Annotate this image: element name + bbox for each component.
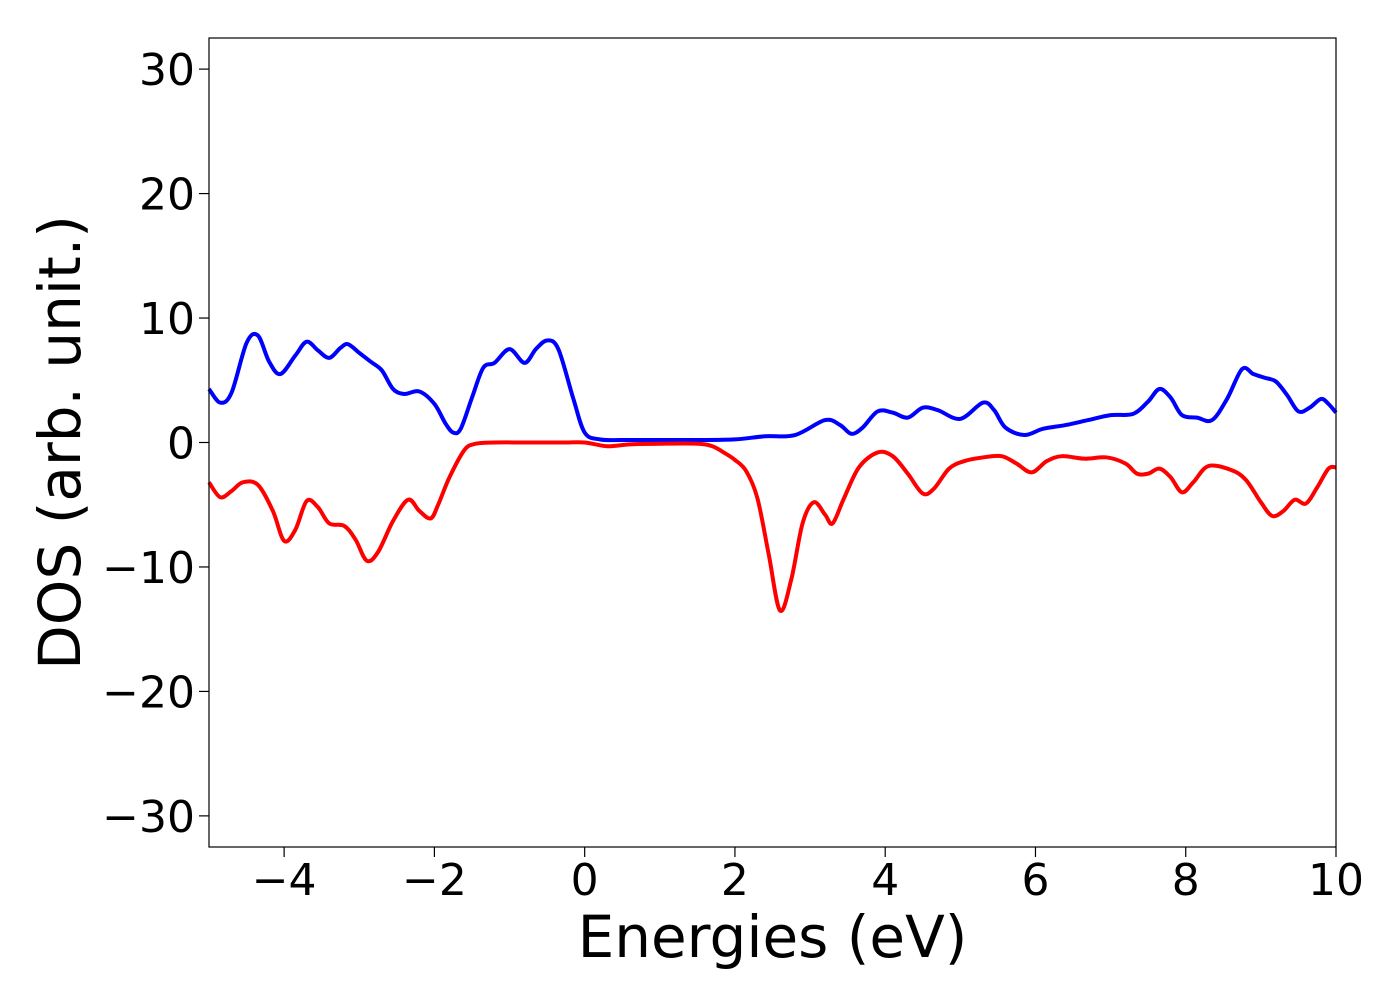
series-1-line	[207, 440, 1337, 613]
x-axis-label: Energies (eV)	[578, 903, 968, 971]
x-tick-label: 8	[1172, 855, 1200, 906]
x-tick-label: 2	[721, 855, 749, 906]
series-0-line	[207, 331, 1338, 443]
x-tick-label: 10	[1308, 855, 1364, 906]
y-axis: 30 20 10 0 −10 −20 −30	[102, 45, 209, 843]
y-tick-label: −10	[102, 543, 195, 594]
y-tick-label: 10	[139, 294, 195, 345]
x-tick-label: 4	[871, 855, 899, 906]
y-tick-label: −20	[102, 667, 195, 718]
x-tick-label: −2	[402, 855, 467, 906]
x-tick-label: −4	[252, 855, 317, 906]
y-tick-label: 20	[139, 170, 195, 221]
x-tick-label: 0	[571, 855, 599, 906]
y-tick-label: 0	[167, 419, 195, 470]
y-axis-label: DOS (arb. unit.)	[26, 215, 94, 670]
y-tick-label: 30	[139, 45, 195, 96]
x-axis: −4 −2 0 2 4 6 8 10	[252, 847, 1364, 906]
series-layer	[207, 331, 1338, 613]
y-tick-label: −30	[102, 792, 195, 843]
x-tick-label: 6	[1021, 855, 1049, 906]
